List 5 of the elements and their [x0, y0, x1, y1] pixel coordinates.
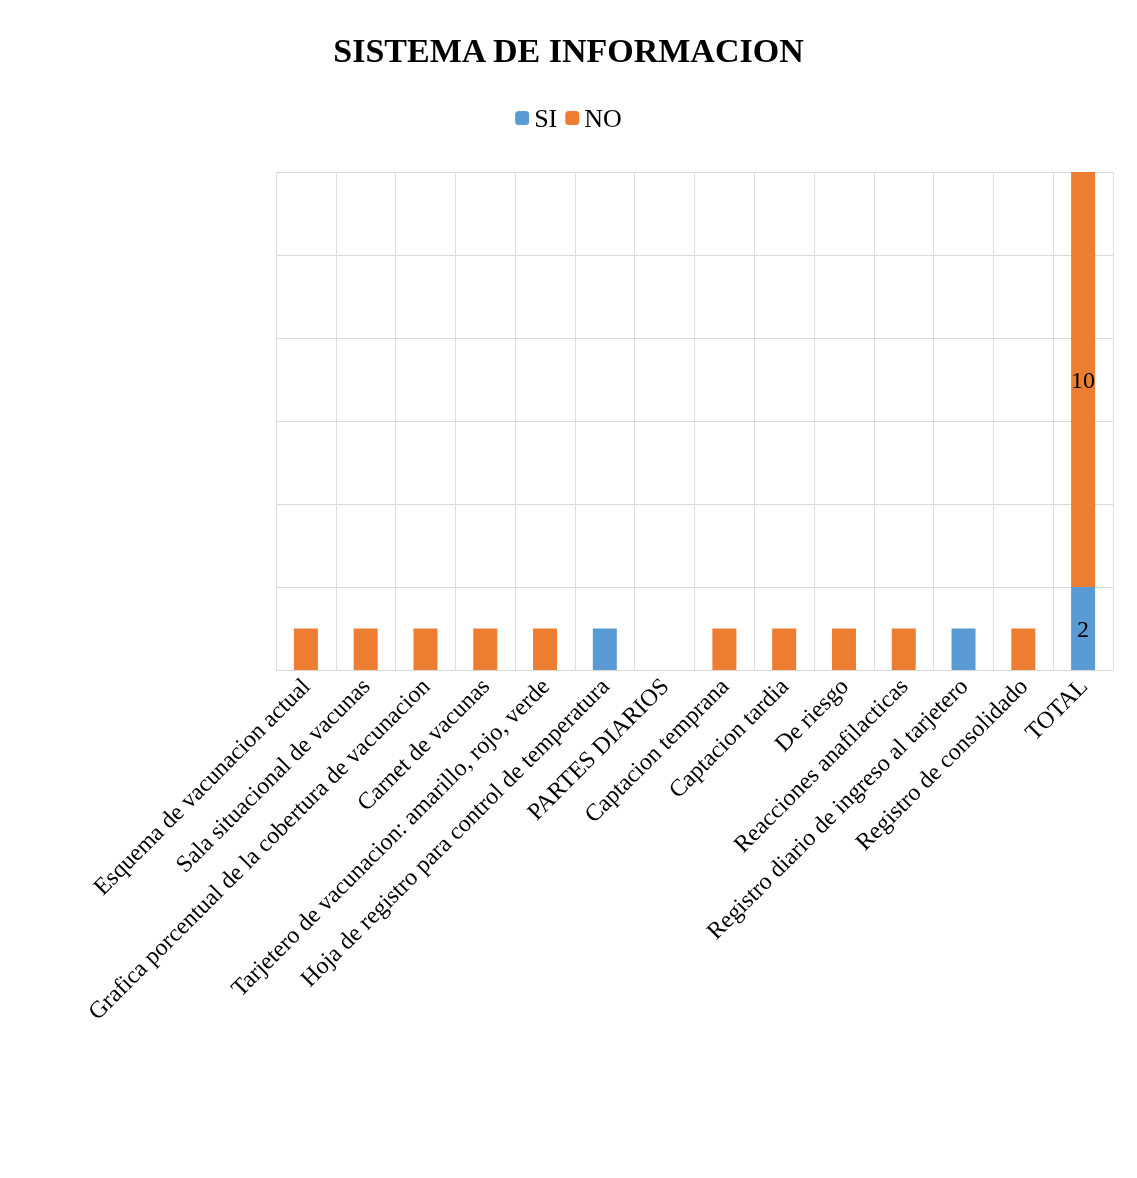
data-label: 2: [1077, 615, 1090, 642]
legend-label: NO: [584, 103, 622, 133]
legend-label: SI: [534, 103, 558, 133]
data-label: 10: [1071, 366, 1096, 393]
chart-title: SISTEMA DE INFORMACION: [333, 31, 805, 69]
